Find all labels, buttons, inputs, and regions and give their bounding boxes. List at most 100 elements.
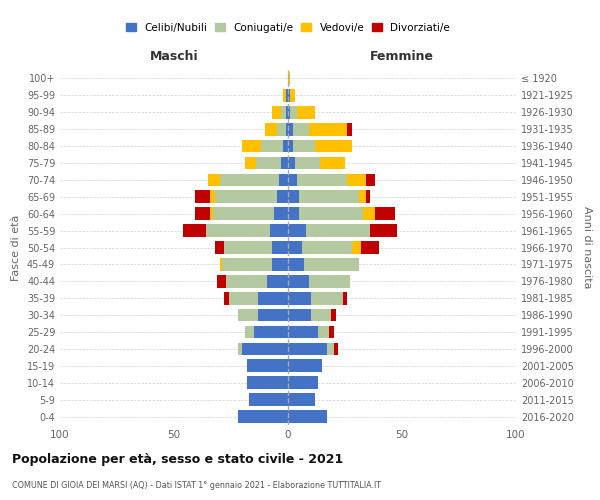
Bar [343,292,347,304]
Bar [290,89,295,102]
Bar [242,342,288,355]
Bar [359,190,365,203]
Bar [288,258,304,270]
Bar [277,190,288,203]
Bar [365,174,374,186]
Bar [272,106,281,118]
Bar [334,342,338,355]
Bar [247,376,288,389]
Bar [281,106,286,118]
Bar [215,190,277,203]
Bar [365,190,370,203]
Bar [329,326,334,338]
Bar [217,275,226,287]
Bar [311,309,331,322]
Bar [331,309,336,322]
Bar [224,292,229,304]
Bar [308,123,347,136]
Bar [238,342,242,355]
Bar [327,342,334,355]
Bar [260,140,283,152]
Bar [288,326,317,338]
Bar [238,309,259,322]
Y-axis label: Anni di nascita: Anni di nascita [582,206,592,289]
Bar [288,140,293,152]
Bar [286,123,288,136]
Bar [283,140,288,152]
Bar [297,106,316,118]
Bar [277,123,286,136]
Bar [281,156,288,170]
Bar [320,156,345,170]
Bar [274,208,288,220]
Bar [283,89,286,102]
Bar [295,156,320,170]
Bar [288,360,322,372]
Bar [288,174,297,186]
Bar [347,174,365,186]
Text: Maschi: Maschi [149,50,199,63]
Bar [374,208,395,220]
Bar [194,190,211,203]
Bar [238,410,288,423]
Bar [347,123,352,136]
Bar [211,190,215,203]
Bar [288,208,299,220]
Bar [288,275,308,287]
Bar [211,208,213,220]
Bar [220,258,222,270]
Bar [254,326,288,338]
Bar [297,174,347,186]
Bar [259,292,288,304]
Text: Femmine: Femmine [370,50,434,63]
Bar [288,342,327,355]
Bar [229,292,259,304]
Bar [272,241,288,254]
Bar [288,292,311,304]
Bar [361,241,379,254]
Bar [213,208,274,220]
Bar [194,208,211,220]
Bar [206,224,270,237]
Bar [293,140,316,152]
Bar [224,241,272,254]
Bar [288,394,316,406]
Bar [270,224,288,237]
Bar [288,410,327,423]
Bar [288,224,306,237]
Bar [288,190,299,203]
Bar [268,275,288,287]
Bar [288,376,317,389]
Bar [286,89,288,102]
Bar [242,140,260,152]
Bar [249,394,288,406]
Bar [299,208,363,220]
Bar [311,292,343,304]
Text: COMUNE DI GIOIA DEI MARSI (AQ) - Dati ISTAT 1° gennaio 2021 - Elaborazione TUTTI: COMUNE DI GIOIA DEI MARSI (AQ) - Dati IS… [12,481,381,490]
Bar [245,156,256,170]
Bar [308,275,350,287]
Bar [352,241,361,254]
Bar [290,106,297,118]
Bar [363,208,374,220]
Bar [316,140,352,152]
Bar [293,123,308,136]
Bar [288,156,295,170]
Bar [306,224,370,237]
Bar [286,106,288,118]
Bar [272,258,288,270]
Bar [222,258,272,270]
Bar [317,326,329,338]
Bar [208,174,220,186]
Y-axis label: Fasce di età: Fasce di età [11,214,21,280]
Bar [288,72,290,85]
Bar [256,156,281,170]
Bar [245,326,254,338]
Text: Popolazione per età, sesso e stato civile - 2021: Popolazione per età, sesso e stato civil… [12,452,343,466]
Bar [288,241,302,254]
Bar [288,89,290,102]
Bar [288,123,293,136]
Bar [247,360,288,372]
Bar [288,309,311,322]
Bar [370,224,397,237]
